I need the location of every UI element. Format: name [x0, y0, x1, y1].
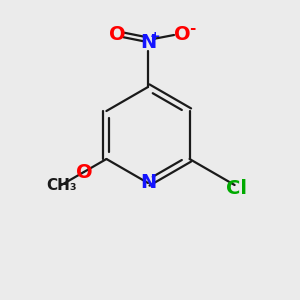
Text: O: O	[174, 25, 190, 44]
Text: Cl: Cl	[226, 178, 247, 197]
Text: +: +	[150, 31, 160, 44]
Text: CH₃: CH₃	[46, 178, 77, 194]
Text: N: N	[140, 34, 156, 52]
Text: N: N	[140, 173, 156, 193]
Text: -: -	[189, 20, 195, 35]
Text: O: O	[76, 163, 92, 182]
Text: O: O	[109, 25, 125, 44]
